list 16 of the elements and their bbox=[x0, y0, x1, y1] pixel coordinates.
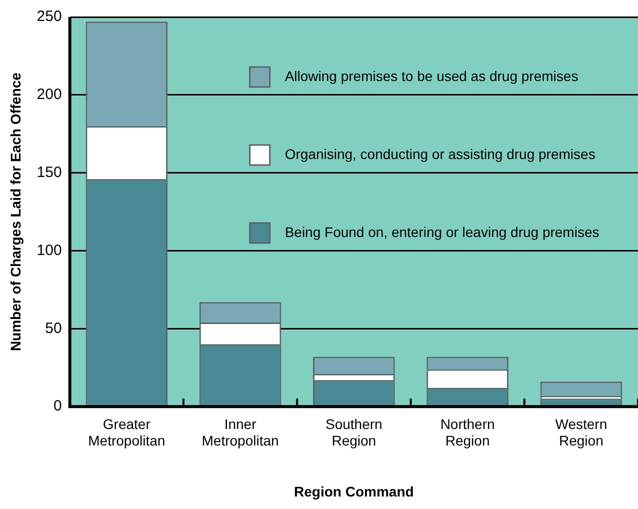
y-tick-label: 150 bbox=[36, 164, 62, 181]
legend-label: Being Found on, entering or leaving drug premises bbox=[284, 224, 600, 240]
x-tick-label: Southern Region bbox=[326, 416, 382, 449]
y-tick-label: 200 bbox=[36, 86, 62, 104]
y-tick-label: 50 bbox=[45, 320, 62, 337]
legend-label: Allowing premises to be used as drug premises bbox=[284, 68, 578, 84]
y-tick-label: 0 bbox=[53, 398, 62, 415]
y-axis-title: Number of Charges Laid for Each Offence bbox=[7, 72, 24, 352]
x-tick-label: Inner Metropolitan bbox=[202, 416, 279, 449]
y-tick-label: 250 bbox=[36, 8, 62, 26]
x-axis-title: Region Command bbox=[294, 483, 414, 500]
x-tick-label: Northern Region bbox=[440, 416, 495, 449]
x-tick-label: Greater Metropolitan bbox=[88, 416, 166, 449]
legend-label: Organising, conducting or assisting drug premises bbox=[284, 146, 596, 162]
x-tick-label: Western Region bbox=[555, 416, 608, 449]
y-tick-label: 100 bbox=[36, 242, 62, 259]
